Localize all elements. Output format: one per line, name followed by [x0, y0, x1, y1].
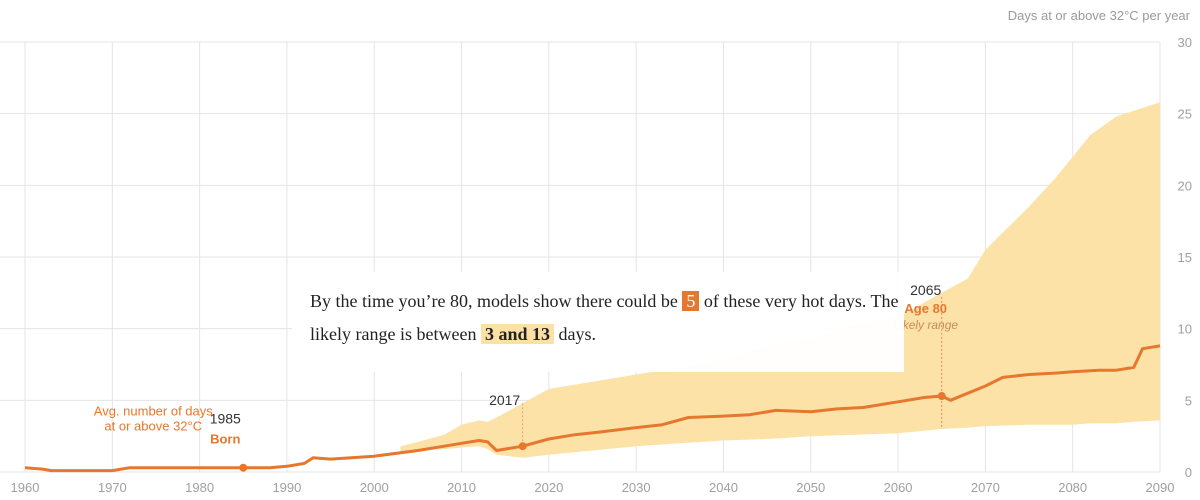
x-tick-label: 2030 — [622, 480, 651, 495]
y-tick-label: 15 — [1178, 250, 1192, 265]
x-tick-label: 1980 — [185, 480, 214, 495]
x-tick-label: 2010 — [447, 480, 476, 495]
y-tick-label: 25 — [1178, 107, 1192, 122]
x-tick-label: 2050 — [796, 480, 825, 495]
average-days-line — [24, 344, 1161, 473]
narrative-part2: of these very hot days. The likely range… — [310, 291, 899, 344]
y-tick-label: 0 — [1185, 465, 1192, 480]
narrative-part3: days. — [558, 324, 596, 344]
age80-year-label: 2065 — [910, 282, 941, 298]
x-tick-label: 1990 — [272, 480, 301, 495]
age80-point — [937, 392, 946, 401]
x-tick-label: 2040 — [709, 480, 738, 495]
x-tick-label: 2070 — [971, 480, 1000, 495]
current-year-label: 2017 — [489, 392, 520, 408]
current-year-point — [518, 442, 527, 451]
x-tick-label: 2080 — [1058, 480, 1087, 495]
x-tick-label: 2060 — [884, 480, 913, 495]
x-axis-ticks: 1960 1970 1980 1990 2000 2010 2020 2030 2040 2050… — [11, 480, 1175, 495]
narrative-text: By the time you’re 80, models show there… — [292, 272, 904, 372]
y-tick-label: 10 — [1178, 322, 1192, 337]
age80-label: Age 80 — [904, 301, 947, 316]
likely-range-label: Likely range — [893, 318, 958, 332]
born-label: Born — [210, 432, 240, 447]
y-tick-label: 20 — [1178, 178, 1192, 193]
x-tick-label: 1960 — [11, 480, 40, 495]
x-tick-label: 2000 — [360, 480, 389, 495]
highlight-points — [239, 392, 946, 472]
likely-range-band — [400, 102, 1160, 458]
x-tick-label: 1970 — [98, 480, 127, 495]
born-point — [239, 463, 248, 472]
narrative-range-highlight: 3 and 13 — [480, 324, 554, 344]
narrative-part1: By the time you’re 80, models show there… — [310, 291, 678, 311]
narrative-value-highlight: 5 — [682, 291, 700, 311]
y-axis-ticks: 0 5 10 15 20 25 30 — [1178, 35, 1192, 480]
y-tick-label: 5 — [1185, 393, 1192, 408]
born-year-label: 1985 — [210, 411, 241, 427]
series-label-line1: Avg. number of days — [94, 404, 213, 419]
x-tick-label: 2090 — [1146, 480, 1175, 495]
y-axis-unit-label: Days at or above 32°C per year — [1008, 8, 1191, 23]
year-marker-lines — [522, 296, 943, 447]
x-tick-label: 2020 — [534, 480, 563, 495]
y-tick-label: 30 — [1178, 35, 1192, 50]
series-label-line2: at or above 32°C — [104, 419, 202, 434]
